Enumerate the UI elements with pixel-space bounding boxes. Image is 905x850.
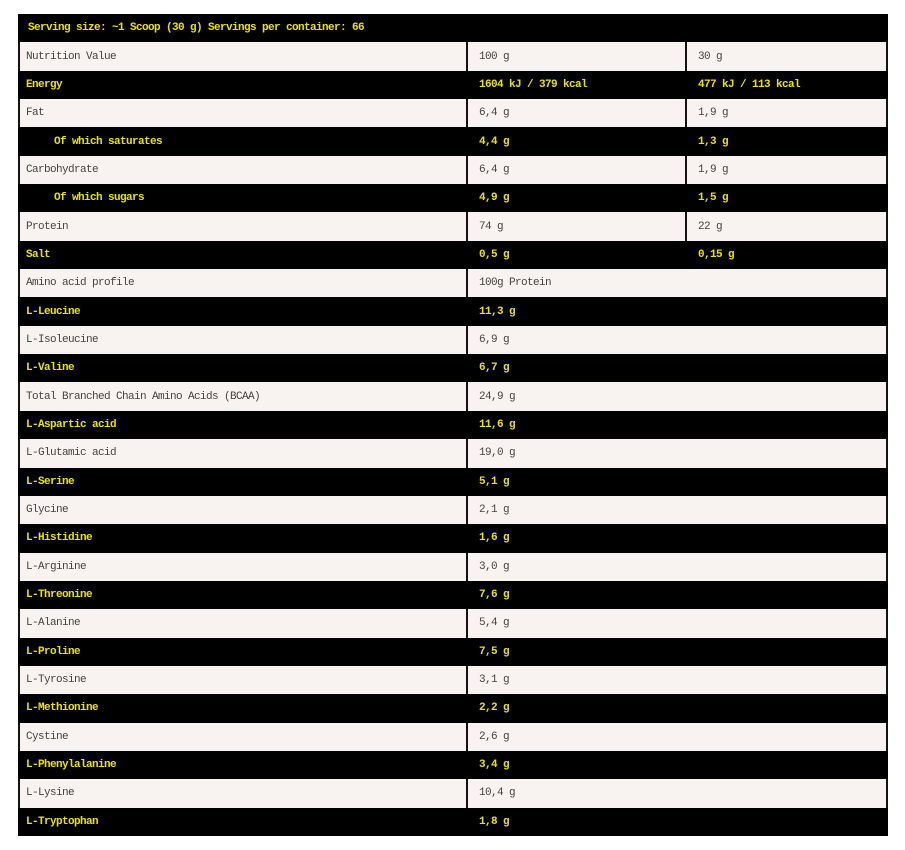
- value-per-30g: 1,9 g: [685, 155, 886, 185]
- value-per-100g: 74 g: [466, 212, 685, 241]
- value-per-100g: 2,2 g: [479, 702, 510, 715]
- table-row: Glycine 2,1 g: [18, 495, 888, 525]
- row-label: L-Histidine: [26, 532, 93, 545]
- row-label: Protein: [26, 220, 69, 233]
- value-per-100g: 4,4 g: [479, 135, 510, 148]
- table-row: L-Glutamic acid 19,0 g: [18, 439, 888, 468]
- row-label: L-Glutamic acid: [26, 447, 117, 460]
- value-per-100g: 6,7 g: [479, 362, 510, 375]
- table-row: Carbohydrate 6,4 g 1,9 g: [18, 155, 888, 185]
- table-row: L-Phenylalanine 3,4 g: [18, 750, 888, 780]
- table-row: Protein 74 g 22 g: [18, 212, 888, 241]
- row-label: L-Leucine: [26, 305, 81, 318]
- value-per-100g: 7,5 g: [479, 645, 510, 658]
- value-per-100g: 6,9 g: [466, 325, 886, 355]
- table-row: L-Threonine 7,6 g: [18, 580, 888, 610]
- value-per-100g: 5,4 g: [466, 609, 886, 638]
- table-row: L-Leucine 11,3 g: [18, 297, 888, 326]
- value-per-100g: 2,6 g: [466, 722, 886, 751]
- table-row: L-Proline 7,5 g: [18, 637, 888, 666]
- serving-size-header-row: Serving size: ~1 Scoop (30 g) Servings p…: [18, 14, 888, 43]
- table-row: Cystine 2,6 g: [18, 722, 888, 751]
- table-row: L-Lysine 10,4 g: [18, 779, 888, 808]
- value-per-100g: 1604 kJ / 379 kcal: [479, 78, 588, 91]
- row-label: L-Arginine: [26, 560, 87, 573]
- row-label: Carbohydrate: [26, 163, 99, 176]
- value-per-100g: 7,6 g: [479, 589, 510, 602]
- table-row: L-Tyrosine 3,1 g: [18, 665, 888, 695]
- row-label: Of which sugars: [54, 192, 145, 205]
- row-label: L-Aspartic acid: [26, 418, 117, 431]
- row-label: L-Phenylalanine: [26, 759, 117, 772]
- value-per-100g: 6,4 g: [466, 155, 685, 185]
- table-row: L-Arginine 3,0 g: [18, 552, 888, 581]
- value-per-100g: 1,8 g: [479, 815, 510, 828]
- row-label: L-Tyrosine: [26, 674, 87, 687]
- value-per-30g: 22 g: [685, 212, 886, 241]
- value-per-100g: 100 g: [466, 42, 685, 71]
- table-row: Total Branched Chain Amino Acids (BCAA) 2…: [18, 382, 888, 411]
- table-row: L-Histidine 1,6 g: [18, 524, 888, 553]
- row-label: L-Tryptophan: [26, 815, 99, 828]
- nutrition-table-body: Nutrition Value 100 g 30 g Energy 1604 kJ / …: [18, 42, 888, 836]
- row-label: L-Valine: [26, 362, 75, 375]
- value-per-100g: 11,3 g: [479, 305, 516, 318]
- value-per-100g: 3,4 g: [479, 759, 510, 772]
- table-row: L-Valine 6,7 g: [18, 354, 888, 383]
- row-label: Energy: [26, 78, 63, 91]
- row-label: L-Serine: [26, 475, 75, 488]
- table-row: Amino acid profile 100g Protein: [18, 269, 888, 298]
- value-per-30g: 1,5 g: [698, 192, 729, 205]
- value-per-30g: 1,9 g: [685, 99, 886, 128]
- value-per-100g: 0,5 g: [479, 248, 510, 261]
- table-row: L-Aspartic acid 11,6 g: [18, 410, 888, 440]
- table-row: Of which saturates 4,4 g 1,3 g: [18, 127, 888, 156]
- row-label: L-Proline: [26, 645, 81, 658]
- nutrition-facts-table: Serving size: ~1 Scoop (30 g) Servings p…: [18, 14, 888, 836]
- value-per-30g: 30 g: [685, 42, 886, 71]
- value-per-30g: 0,15 g: [698, 248, 735, 261]
- table-row: L-Isoleucine 6,9 g: [18, 325, 888, 355]
- row-label: Of which saturates: [54, 135, 163, 148]
- value-per-100g: 10,4 g: [466, 779, 886, 808]
- value-per-100g: 24,9 g: [466, 382, 886, 411]
- row-label: Amino acid profile: [26, 277, 135, 290]
- row-label: Glycine: [26, 504, 69, 517]
- table-row: L-Methionine 2,2 g: [18, 694, 888, 723]
- table-row: Energy 1604 kJ / 379 kcal 477 kJ / 113 kca…: [18, 70, 888, 100]
- value-per-100g: 1,6 g: [479, 532, 510, 545]
- row-label: Salt: [26, 248, 51, 261]
- value-per-100g: 5,1 g: [479, 475, 510, 488]
- value-per-100g: 11,6 g: [479, 418, 516, 431]
- row-label: L-Threonine: [26, 589, 93, 602]
- row-label: L-Isoleucine: [26, 333, 99, 346]
- value-per-100g: 19,0 g: [466, 439, 886, 468]
- row-label: Nutrition Value: [26, 50, 117, 63]
- value-per-100g: 4,9 g: [479, 192, 510, 205]
- row-label: L-Methionine: [26, 702, 99, 715]
- value-per-100g: 3,1 g: [466, 665, 886, 695]
- table-row: L-Serine 5,1 g: [18, 467, 888, 496]
- table-row: L-Alanine 5,4 g: [18, 609, 888, 638]
- row-label: Fat: [26, 107, 45, 120]
- value-per-100g: 3,0 g: [466, 552, 886, 581]
- serving-size-text: Serving size: ~1 Scoop (30 g) Servings p…: [28, 22, 365, 35]
- row-label: L-Lysine: [26, 787, 75, 800]
- row-label: Total Branched Chain Amino Acids (BCAA): [26, 390, 261, 403]
- table-row: L-Tryptophan 1,8 g: [18, 807, 888, 836]
- table-row: Nutrition Value 100 g 30 g: [18, 42, 888, 71]
- row-label: Cystine: [26, 730, 69, 743]
- value-per-100g: 2,1 g: [466, 495, 886, 525]
- value-per-100g: 100g Protein: [466, 269, 886, 298]
- table-row: Salt 0,5 g 0,15 g: [18, 240, 888, 270]
- table-row: Fat 6,4 g 1,9 g: [18, 99, 888, 128]
- row-label: L-Alanine: [26, 617, 81, 630]
- value-per-30g: 1,3 g: [698, 135, 729, 148]
- table-row: Of which sugars 4,9 g 1,5 g: [18, 184, 888, 213]
- value-per-30g: 477 kJ / 113 kcal: [698, 78, 801, 91]
- value-per-100g: 6,4 g: [466, 99, 685, 128]
